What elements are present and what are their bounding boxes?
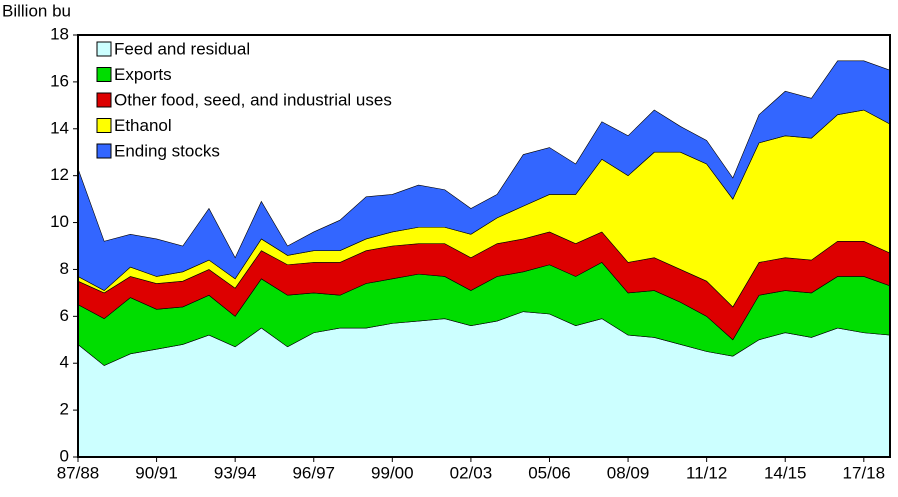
- legend-swatch: [96, 41, 112, 57]
- legend-swatch: [96, 67, 112, 82]
- plot-frame: [77, 34, 891, 458]
- y-tick-label: 2: [60, 400, 69, 419]
- x-tick-label: 90/91: [135, 463, 178, 482]
- y-axis-label: Billion bu: [2, 1, 71, 20]
- x-tick-label: 14/15: [764, 463, 807, 482]
- x-tick-label: 17/18: [843, 463, 886, 482]
- y-tick-label: 18: [50, 24, 69, 43]
- legend-label: Exports: [114, 65, 172, 84]
- legend-label: Feed and residual: [114, 39, 250, 58]
- x-tick-label: 93/94: [214, 463, 257, 482]
- x-tick-label: 96/97: [292, 463, 335, 482]
- y-tick-label: 0: [60, 446, 69, 465]
- y-tick-label: 8: [60, 259, 69, 278]
- legend-swatch: [96, 118, 112, 133]
- y-tick-label: 6: [60, 306, 69, 325]
- legend-label: Other food, seed, and industrial uses: [114, 90, 392, 109]
- legend-label: Ending stocks: [114, 141, 220, 160]
- legend-swatch: [96, 92, 112, 108]
- y-tick-label: 16: [50, 71, 69, 90]
- x-tick-label: 87/88: [57, 463, 100, 482]
- x-tick-label: 08/09: [607, 463, 650, 482]
- x-tick-label: 11/12: [686, 463, 727, 482]
- y-tick-label: 12: [50, 165, 69, 184]
- legend-swatch: [96, 143, 112, 159]
- legend-label: Ethanol: [114, 116, 172, 135]
- y-tick-label: 10: [50, 212, 69, 231]
- x-tick-label: 99/00: [371, 463, 414, 482]
- x-tick-label: 05/06: [528, 463, 571, 482]
- y-tick-label: 4: [60, 353, 69, 372]
- y-tick-label: 14: [50, 118, 69, 137]
- x-tick-label: 02/03: [450, 463, 493, 482]
